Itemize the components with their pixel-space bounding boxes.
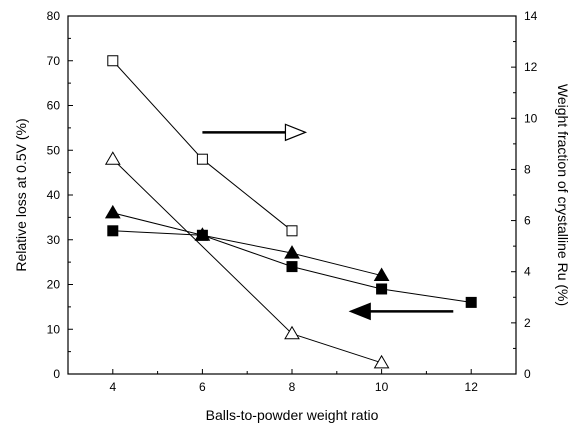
y-right-tick-label: 0 — [524, 367, 531, 381]
plot-border — [68, 16, 516, 374]
data-point-square — [197, 154, 207, 164]
y-right-tick-label: 6 — [524, 214, 531, 228]
x-tick-label: 6 — [199, 380, 206, 394]
series-line — [113, 213, 382, 276]
series-layer — [106, 56, 476, 368]
plot-frame — [68, 16, 516, 374]
y-right-tick-label: 8 — [524, 162, 531, 176]
series-line — [113, 159, 382, 363]
y-axis-right-title: Weight fraction of crystalline Ru (%) — [555, 84, 571, 306]
y-right-tick-label: 2 — [524, 316, 531, 330]
data-point-square — [197, 230, 207, 240]
data-point-square — [466, 297, 476, 307]
x-axis-title: Balls-to-powder weight ratio — [206, 407, 379, 423]
series-3 — [108, 226, 476, 308]
y-left-tick-label: 0 — [53, 367, 60, 381]
data-point-triangle — [375, 356, 389, 368]
series-line — [113, 61, 292, 231]
y-right-tick-label: 10 — [524, 111, 538, 125]
y-left-tick-label: 10 — [47, 322, 61, 336]
y-right-tick-label: 4 — [524, 265, 531, 279]
data-point-square — [287, 226, 297, 236]
y-axis-left-title: Relative loss at 0.5V (%) — [13, 118, 29, 271]
arrow-right — [202, 124, 305, 140]
data-point-square — [108, 226, 118, 236]
y-right-tick-label: 14 — [524, 9, 538, 23]
arrow-left — [350, 303, 453, 319]
annotation-layer — [202, 124, 453, 319]
series-2 — [106, 206, 389, 281]
data-point-square — [287, 262, 297, 272]
y-left-tick-label: 80 — [47, 9, 61, 23]
series-1 — [106, 152, 389, 368]
x-tick-label: 10 — [375, 380, 389, 394]
data-point-square — [108, 56, 118, 66]
y-left-tick-label: 40 — [47, 188, 61, 202]
y-left-tick-label: 70 — [47, 54, 61, 68]
x-tick-label: 8 — [289, 380, 296, 394]
arrow-head — [350, 303, 370, 319]
y-right-tick-label: 12 — [524, 60, 538, 74]
data-point-triangle — [106, 152, 120, 164]
data-point-square — [377, 284, 387, 294]
x-tick-label: 12 — [465, 380, 479, 394]
series-0 — [108, 56, 297, 236]
arrow-head — [285, 124, 305, 140]
y-left-tick-label: 50 — [47, 143, 61, 157]
data-point-triangle — [106, 206, 120, 218]
x-tick-label: 4 — [109, 380, 116, 394]
y-left-tick-label: 30 — [47, 233, 61, 247]
y-left-tick-label: 20 — [47, 278, 61, 292]
y-left-tick-label: 60 — [47, 99, 61, 113]
